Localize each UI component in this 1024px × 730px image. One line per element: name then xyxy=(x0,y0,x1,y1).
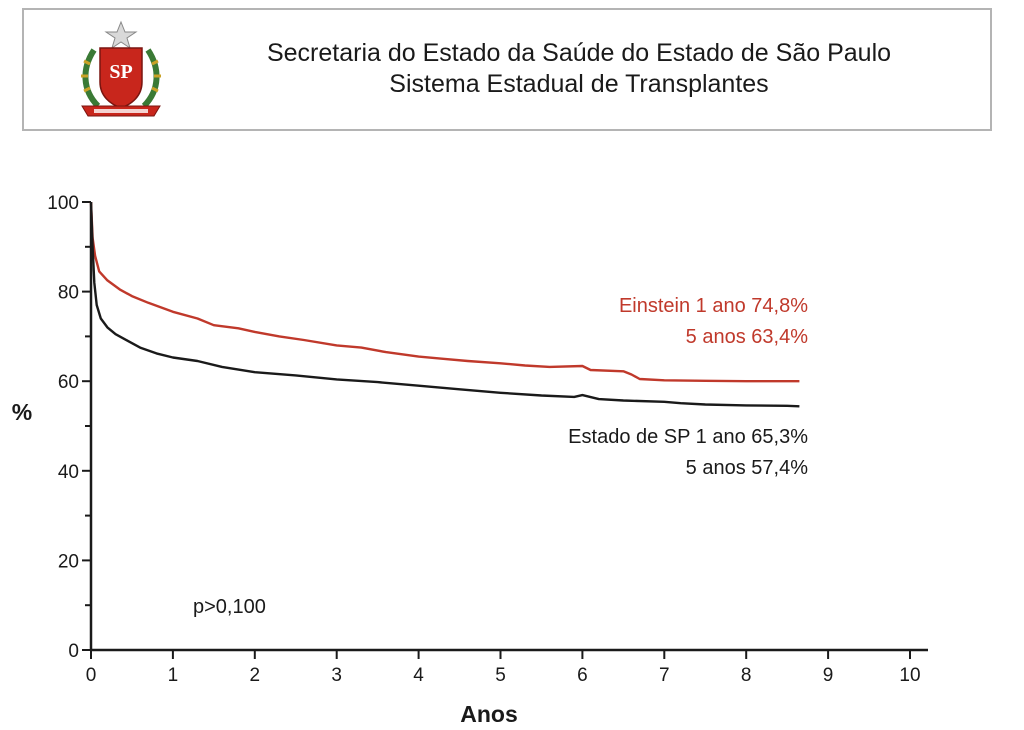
y-tick-label: 40 xyxy=(58,462,79,483)
y-tick-label: 100 xyxy=(47,193,79,214)
x-tick-label: 3 xyxy=(331,665,342,686)
series-layer xyxy=(89,201,800,408)
einstein-annotation-line2: 5 anos 63,4% xyxy=(686,326,809,348)
survival-chart: 0 20 40 60 80 100 0 1 2 3 4 5 6 7 8 9 10 % Anos Einstein… xyxy=(12,193,928,727)
y-tick-label: 60 xyxy=(58,372,79,393)
x-tick-label: 9 xyxy=(823,665,834,686)
svg-text:SP: SP xyxy=(109,61,132,83)
header-title: Secretaria do Estado da Saúde do Estado … xyxy=(266,39,892,67)
y-tick-label: 20 xyxy=(58,551,79,572)
estado-annotation-line1: Estado de SP 1 ano 65,3% xyxy=(568,426,808,448)
axis-ticks xyxy=(82,201,911,659)
einstein-annotation-line1: Einstein 1 ano 74,8% xyxy=(619,295,808,317)
p-value-label: p>0,100 xyxy=(193,596,266,618)
series-line-estado-de-sp xyxy=(89,201,800,408)
series-line-einstein xyxy=(89,201,800,383)
x-axis-title: Anos xyxy=(460,701,518,727)
sao-paulo-coat-of-arms-icon: SP xyxy=(81,20,161,117)
y-axis-title: % xyxy=(12,399,32,425)
tick-labels: 0 20 40 60 80 100 0 1 2 3 4 5 6 7 8 9 10 xyxy=(47,193,920,686)
x-tick-label: 7 xyxy=(659,665,670,686)
estado-annotation-line2: 5 anos 57,4% xyxy=(686,457,809,479)
x-tick-label: 4 xyxy=(413,665,424,686)
x-tick-label: 1 xyxy=(168,665,179,686)
x-tick-label: 2 xyxy=(250,665,261,686)
x-tick-label: 5 xyxy=(495,665,506,686)
x-tick-label: 8 xyxy=(741,665,752,686)
x-tick-label: 6 xyxy=(577,665,588,686)
header-box: SP Secretaria do Estado da Saúde do Esta… xyxy=(22,8,992,131)
x-tick-label: 10 xyxy=(899,665,920,686)
y-tick-label: 80 xyxy=(58,283,79,304)
header-subtitle: Sistema Estadual de Transplantes xyxy=(389,70,769,98)
header-text: Secretaria do Estado da Saúde do Estado … xyxy=(184,38,974,100)
y-tick-label: 0 xyxy=(68,641,79,662)
x-tick-label: 0 xyxy=(86,665,97,686)
